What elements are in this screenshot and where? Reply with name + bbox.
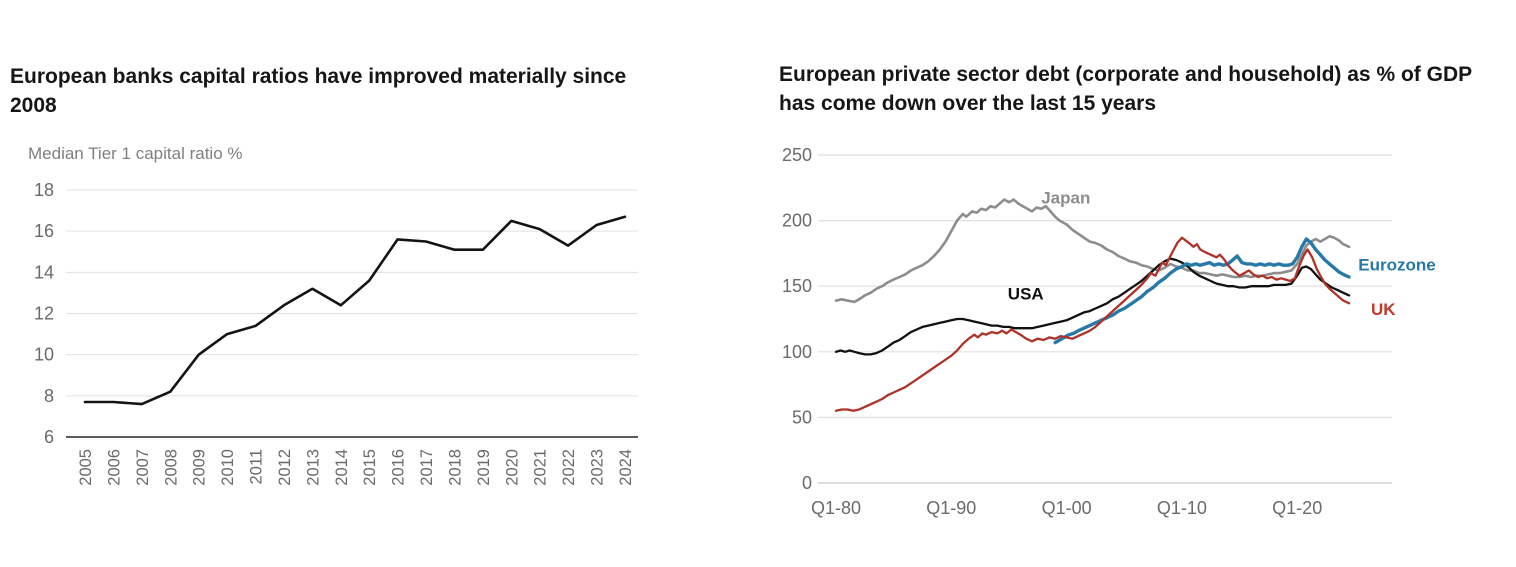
x-tick-label: 2009: [191, 449, 209, 486]
y-tick-label: 10: [34, 345, 54, 365]
x-tick-label: Q1-00: [1042, 498, 1092, 518]
series-line-uk: [834, 236, 1351, 412]
x-tick-label: 2014: [333, 449, 351, 486]
x-tick-label: 2011: [248, 449, 266, 484]
y-tick-label: 8: [44, 386, 54, 406]
series-line-japan: [834, 198, 1351, 304]
left-chart-subtitle: Median Tier 1 capital ratio %: [28, 144, 243, 163]
y-tick-label: 12: [34, 304, 54, 324]
x-tick-label: 2008: [162, 449, 180, 486]
series-label-japan: Japan: [1041, 189, 1090, 208]
series-line-usa: [834, 257, 1351, 356]
y-tick-label: 0: [802, 473, 812, 493]
x-tick-label: 2013: [304, 449, 322, 486]
x-tick-label: 2017: [418, 449, 436, 486]
x-tick-label: 2023: [589, 449, 607, 486]
y-tick-label: 16: [34, 221, 54, 241]
x-tick-label: 2007: [134, 449, 152, 486]
x-tick-label: 2019: [475, 449, 493, 486]
y-tick-label: 100: [782, 342, 812, 362]
y-tick-label: 14: [34, 262, 54, 282]
x-tick-label: 2021: [532, 449, 550, 486]
y-tick-label: 250: [782, 145, 812, 165]
x-tick-label: 2005: [77, 449, 95, 486]
y-tick-label: 6: [44, 427, 54, 447]
x-tick-label: Q1-10: [1157, 498, 1207, 518]
x-tick-label: Q1-80: [811, 498, 861, 518]
x-tick-label: Q1-20: [1272, 498, 1322, 518]
y-tick-label: 200: [782, 211, 812, 231]
x-tick-label: 2022: [560, 449, 578, 486]
left-chart-title: European banks capital ratios have impro…: [10, 65, 627, 118]
x-tick-label: 2018: [446, 449, 464, 486]
right-chart-title: European private sector debt (corporate …: [779, 63, 1472, 116]
x-tick-label: 2006: [105, 449, 123, 486]
y-tick-label: 50: [792, 407, 812, 427]
series-label-usa: USA: [1008, 284, 1044, 303]
series-label-eurozone: Eurozone: [1358, 255, 1435, 274]
x-tick-label: Q1-90: [926, 498, 976, 518]
x-tick-label: 2012: [276, 449, 294, 486]
x-tick-label: 2010: [219, 449, 237, 486]
series-label-uk: UK: [1371, 300, 1396, 319]
y-tick-label: 150: [782, 276, 812, 296]
y-tick-label: 18: [34, 180, 54, 200]
capital-ratio-line: [83, 215, 627, 406]
x-tick-label: 2015: [361, 449, 379, 486]
x-tick-label: 2020: [503, 449, 521, 486]
x-tick-label: 2016: [390, 449, 408, 486]
x-tick-label: 2024: [617, 449, 635, 486]
